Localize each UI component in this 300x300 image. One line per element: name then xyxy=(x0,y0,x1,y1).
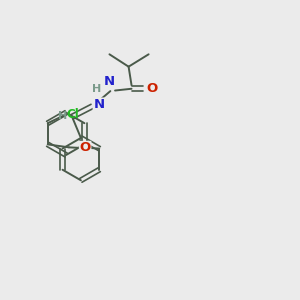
Text: H: H xyxy=(92,84,101,94)
Text: N: N xyxy=(104,75,115,88)
Text: O: O xyxy=(147,82,158,95)
Text: H: H xyxy=(58,110,67,121)
Text: O: O xyxy=(80,141,91,154)
Text: N: N xyxy=(93,98,104,111)
Text: Cl: Cl xyxy=(66,108,79,121)
